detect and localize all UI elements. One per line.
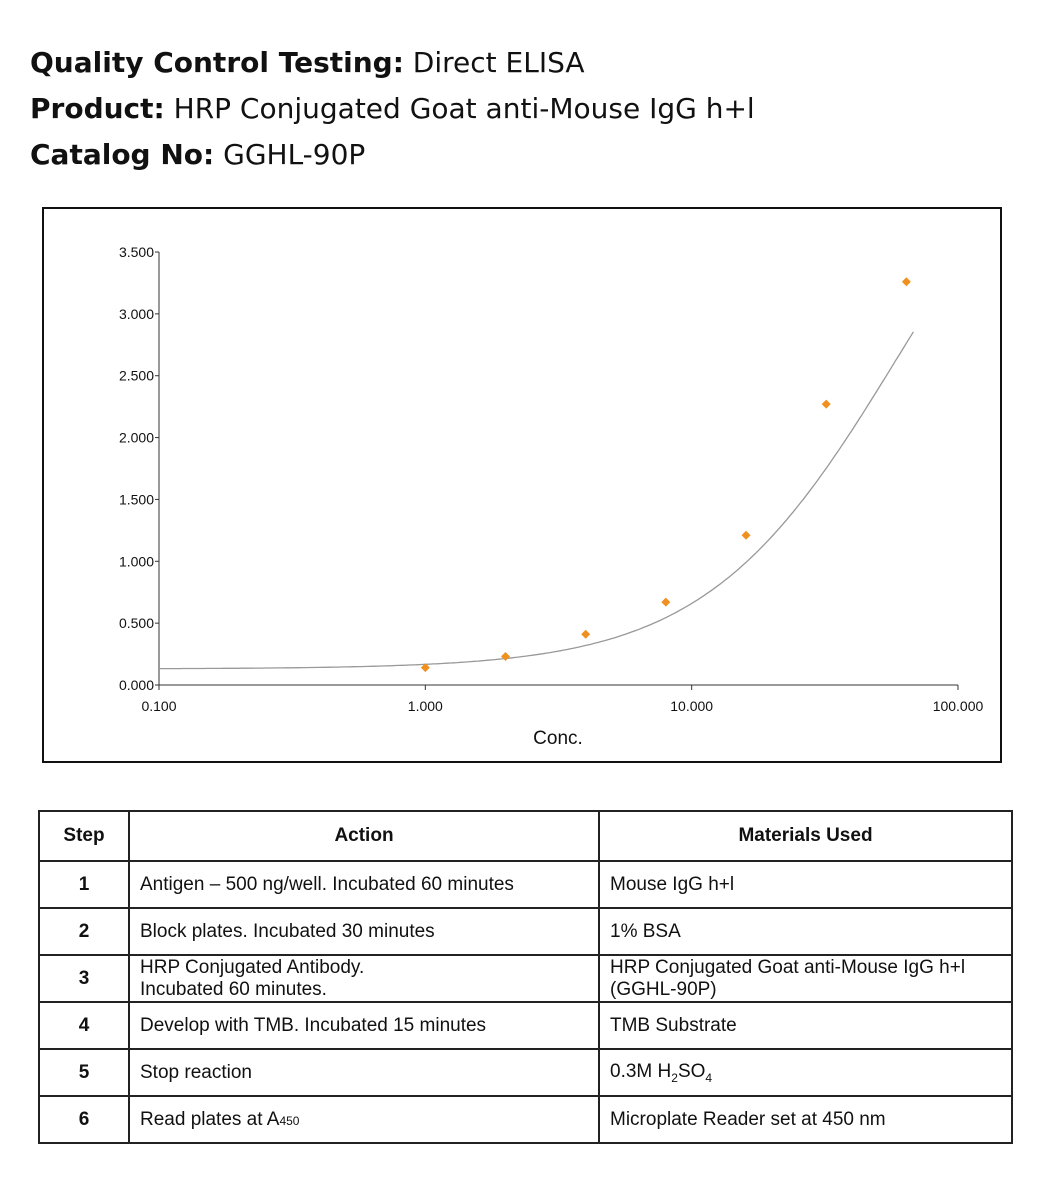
catalog-value: GGHL-90P [214, 138, 366, 171]
material-cell: HRP Conjugated Goat anti-Mouse IgG h+l (… [598, 954, 1013, 1003]
formula-part: 0.3M H [610, 1060, 672, 1082]
header: Quality Control Testing: Direct ELISA Pr… [30, 40, 755, 178]
y-tick-label: 0.500 [119, 615, 154, 631]
wavelength-subscript: 450 [279, 1113, 300, 1128]
data-point [821, 399, 831, 409]
data-point [661, 597, 671, 607]
y-tick-label: 3.000 [119, 306, 154, 322]
action-cell: Read plates at A450 [128, 1095, 600, 1144]
data-point [420, 663, 430, 673]
table-row: 1 Antigen – 500 ng/well. Incubated 60 mi… [38, 860, 1013, 909]
product-value: HRP Conjugated Goat anti-Mouse IgG h+l [164, 92, 755, 125]
y-tick-label: 2.500 [119, 368, 154, 384]
action-line: Incubated 60 minutes. [140, 978, 327, 1000]
header-action: Action [128, 810, 600, 862]
header-materials: Materials Used [598, 810, 1013, 862]
y-tick-label: 2.000 [119, 430, 154, 446]
action-cell: Block plates. Incubated 30 minutes [128, 907, 600, 956]
action-cell: Stop reaction [128, 1048, 600, 1097]
elisa-chart: 0.000 0.500 1.000 1.500 2.000 2.500 3.000 3.500… [42, 207, 1002, 763]
step-number: 4 [38, 1001, 130, 1050]
y-tick-label: 1.000 [119, 553, 154, 569]
material-cell: TMB Substrate [598, 1001, 1013, 1050]
data-point [901, 277, 911, 287]
product-label: Product: [30, 92, 165, 125]
qc-testing-label: Quality Control Testing: [30, 46, 404, 79]
step-number: 2 [38, 907, 130, 956]
table-header-row: Step Action Materials Used [38, 810, 1013, 862]
material-line: (GGHL-90P) [610, 978, 717, 1000]
y-tick-label: 3.500 [119, 244, 154, 260]
table-row: 5 Stop reaction 0.3M H2SO4 [38, 1048, 1013, 1097]
chart-svg: 0.000 0.500 1.000 1.500 2.000 2.500 3.000 3.500… [119, 244, 984, 749]
x-tick-label: 1.000 [408, 698, 443, 714]
table-row: 2 Block plates. Incubated 30 minutes 1% … [38, 907, 1013, 956]
qc-testing-line: Quality Control Testing: Direct ELISA [30, 40, 755, 86]
action-cell: Develop with TMB. Incubated 15 minutes [128, 1001, 600, 1050]
x-axis-title: Conc. [533, 728, 583, 749]
table-row: 6 Read plates at A450 Microplate Reader … [38, 1095, 1013, 1144]
catalog-line: Catalog No: GGHL-90P [30, 132, 755, 178]
action-cell: HRP Conjugated Antibody. Incubated 60 mi… [128, 954, 600, 1003]
data-point [581, 629, 591, 639]
qc-testing-value: Direct ELISA [403, 46, 585, 79]
fit-curve [159, 331, 914, 670]
y-tick-label: 1.500 [119, 491, 154, 507]
data-point [501, 652, 511, 662]
step-number: 6 [38, 1095, 130, 1144]
catalog-label: Catalog No: [30, 138, 215, 171]
product-line: Product: HRP Conjugated Goat anti-Mouse … [30, 86, 755, 132]
step-number: 1 [38, 860, 130, 909]
x-tick-label: 0.100 [141, 698, 176, 714]
action-cell: Antigen – 500 ng/well. Incubated 60 minu… [128, 860, 600, 909]
material-cell: Mouse IgG h+l [598, 860, 1013, 909]
material-cell: Microplate Reader set at 450 nm [598, 1095, 1013, 1144]
table-row: 4 Develop with TMB. Incubated 15 minutes… [38, 1001, 1013, 1050]
formula-part: SO [677, 1060, 706, 1082]
procedure-table: Step Action Materials Used 1 Antigen – 5… [38, 810, 1013, 1144]
x-tick-label: 100.000 [933, 698, 984, 714]
header-step: Step [38, 810, 130, 862]
action-line: HRP Conjugated Antibody. [140, 956, 365, 978]
formula-subscript: 2 [671, 1070, 678, 1085]
step-number: 3 [38, 954, 130, 1003]
table-row: 3 HRP Conjugated Antibody. Incubated 60 … [38, 954, 1013, 1003]
action-part: Read plates at A [140, 1108, 280, 1130]
x-tick-label: 10.000 [670, 698, 713, 714]
step-number: 5 [38, 1048, 130, 1097]
formula-subscript: 4 [705, 1070, 713, 1085]
material-line: HRP Conjugated Goat anti-Mouse IgG h+l [610, 956, 966, 978]
material-cell: 0.3M H2SO4 [598, 1048, 1013, 1097]
y-tick-label: 0.000 [119, 677, 154, 693]
material-cell: 1% BSA [598, 907, 1013, 956]
data-point [741, 530, 751, 540]
